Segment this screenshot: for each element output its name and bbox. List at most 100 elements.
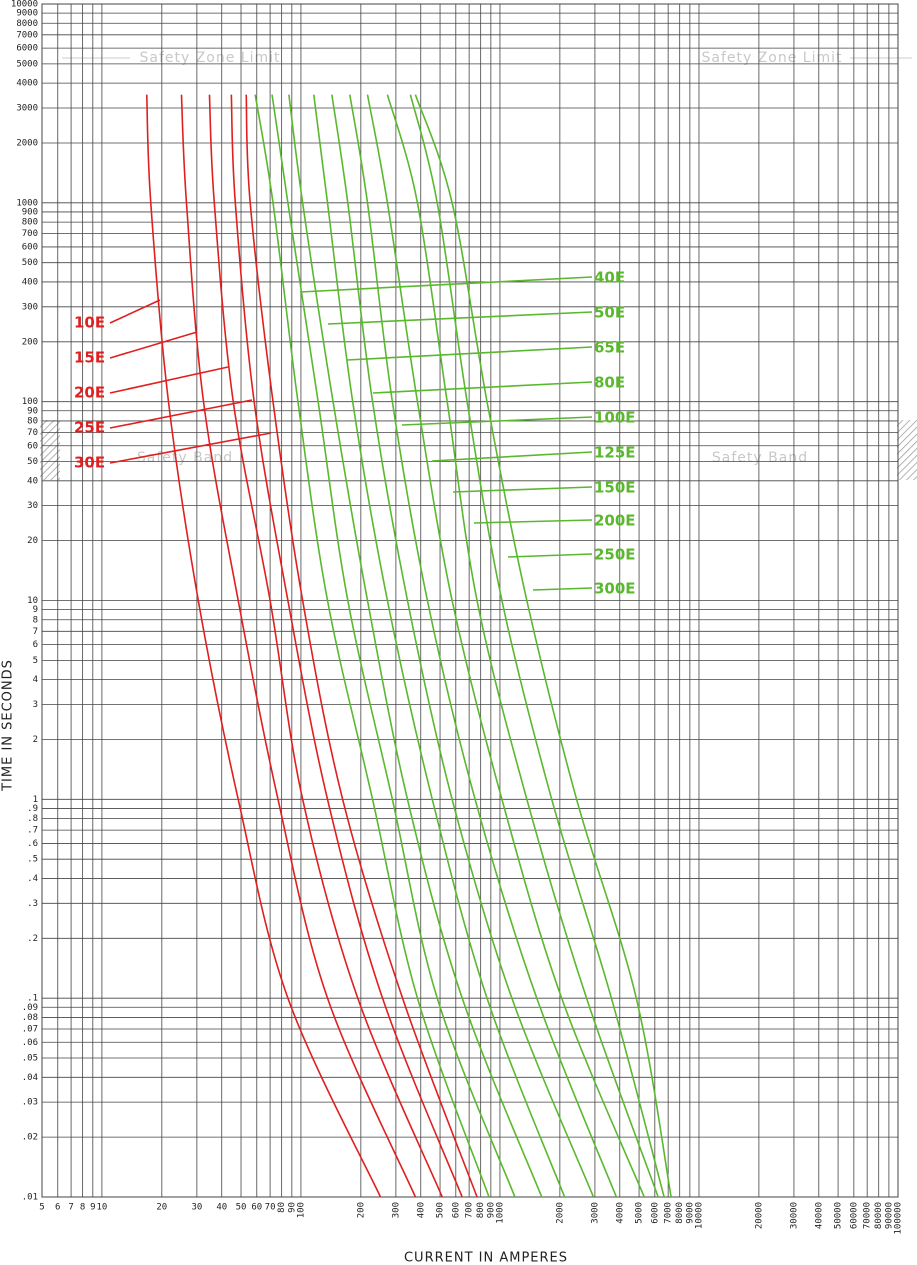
y-tick-label: 1000	[16, 198, 38, 208]
x-tick-label: 50	[236, 1203, 247, 1213]
leader-line	[109, 366, 229, 394]
y-tick-label: 80	[27, 416, 38, 426]
curve	[331, 94, 595, 1198]
y-tick-label: .04	[22, 1073, 38, 1083]
y-tick-label: 70	[27, 428, 38, 438]
series-label: 50E	[594, 304, 625, 322]
curve	[366, 94, 645, 1198]
y-tick-label: .4	[27, 874, 38, 884]
y-tick-label: .02	[22, 1133, 38, 1143]
curve	[230, 94, 463, 1198]
x-tick-label: 7	[68, 1203, 73, 1213]
curve	[312, 94, 566, 1198]
x-tick-label: 90000	[884, 1202, 894, 1229]
x-tick-label: 800	[476, 1202, 486, 1218]
x-tick-label: 70	[265, 1203, 276, 1213]
y-tick-label: .01	[22, 1193, 38, 1203]
x-tick-label: 5	[39, 1203, 44, 1213]
y-tick-label: .08	[22, 1013, 38, 1023]
curve	[414, 94, 672, 1198]
y-tick-label: 5	[33, 656, 38, 666]
x-tick-label: 40000	[814, 1202, 824, 1229]
leader-line	[532, 587, 593, 591]
x-tick-label: 8	[80, 1203, 85, 1213]
x-tick-label: 5000	[635, 1202, 645, 1224]
x-tick-label: 30	[191, 1203, 202, 1213]
y-tick-label: .7	[27, 826, 38, 836]
leader-line	[372, 381, 593, 394]
curve	[208, 94, 443, 1198]
x-tick-label: 6	[55, 1203, 60, 1213]
x-tick-label: 2000	[555, 1202, 565, 1224]
annotation: Safety Band	[137, 450, 233, 466]
leader-line	[507, 553, 593, 558]
annotation: Safety Zone Limit	[139, 50, 280, 66]
x-tick-label: 60	[251, 1203, 262, 1213]
y-tick-label: 4000	[16, 79, 38, 89]
y-tick-label: .9	[27, 804, 38, 814]
y-tick-label: 200	[22, 337, 38, 347]
y-tick-label: 700	[22, 229, 38, 239]
y-tick-label: 1	[33, 795, 38, 805]
series-label: 125E	[594, 444, 636, 462]
y-tick-label: 2	[33, 735, 38, 745]
series-label: 25E	[74, 419, 105, 437]
x-tick-label: 4000	[615, 1202, 625, 1224]
y-tick-label: 6000	[16, 44, 38, 54]
x-tick-label: 700	[465, 1202, 475, 1218]
x-tick-label: 20000	[754, 1202, 764, 1229]
x-tick-label: 300	[391, 1202, 401, 1218]
leader-line	[473, 519, 593, 524]
x-tick-label: 10	[96, 1203, 107, 1213]
x-tick-label: 400	[416, 1202, 426, 1218]
series-label: 150E	[594, 479, 636, 497]
leader-line	[401, 416, 593, 426]
x-tick-label: 60000	[849, 1202, 859, 1229]
y-tick-label: 10000	[11, 0, 38, 10]
series-label: 300E	[594, 580, 636, 598]
series-label: 100E	[594, 409, 636, 427]
leader-line	[452, 486, 593, 493]
y-tick-label: 4	[33, 675, 38, 685]
y-tick-label: 800	[22, 218, 38, 228]
y-tick-label: 500	[22, 258, 38, 268]
x-tick-label: 3000	[590, 1202, 600, 1224]
x-tick-label: 1000	[495, 1202, 505, 1224]
y-tick-label: .06	[22, 1038, 38, 1048]
safety-band-hatch	[40, 420, 60, 480]
x-tick-label: 90	[287, 1202, 297, 1213]
y-tick-label: 40	[27, 476, 38, 486]
x-tick-label: 80	[277, 1202, 287, 1213]
x-tick-label: 10000	[694, 1202, 704, 1229]
y-tick-label: 6	[33, 640, 38, 650]
x-tick-label: 50000	[834, 1202, 844, 1229]
curve	[409, 94, 665, 1198]
y-tick-label: .5	[27, 855, 38, 865]
leader-line	[109, 432, 272, 464]
y-axis-label: TIME IN SECONDS	[1, 659, 16, 792]
x-tick-label: 900	[486, 1202, 496, 1218]
x-tick-label: 9	[90, 1203, 95, 1213]
y-tick-label: 9	[33, 605, 38, 615]
curve	[386, 94, 659, 1198]
curve	[245, 94, 478, 1198]
leader-line	[109, 399, 253, 429]
x-tick-label: 70000	[863, 1202, 873, 1229]
curve	[349, 94, 618, 1198]
series-label: 30E	[74, 454, 105, 472]
y-tick-label: 300	[22, 302, 38, 312]
x-tick-label: 100000	[894, 1202, 904, 1235]
x-tick-label: 500	[436, 1202, 446, 1218]
y-tick-label: 3	[33, 700, 38, 710]
x-tick-label: 20	[156, 1203, 167, 1213]
y-tick-label: 3000	[16, 103, 38, 113]
x-tick-label: 7000	[664, 1202, 674, 1224]
curve	[145, 94, 382, 1198]
series-label: 80E	[594, 374, 625, 392]
x-tick-label: 30000	[789, 1202, 799, 1229]
series-label: 20E	[74, 384, 105, 402]
series-label: 65E	[594, 339, 625, 357]
leader-line	[109, 299, 161, 324]
y-tick-label: .07	[22, 1024, 38, 1034]
x-tick-label: 100	[296, 1202, 306, 1218]
